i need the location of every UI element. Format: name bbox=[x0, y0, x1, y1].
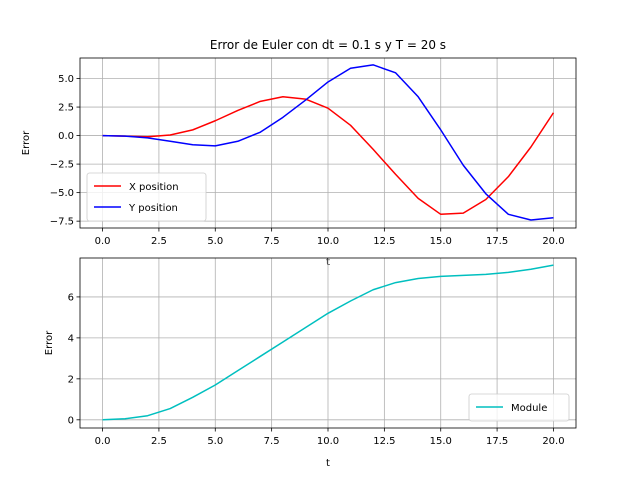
bottom-legend: Module bbox=[468, 393, 570, 422]
top-y-tick-label: 0.0 bbox=[58, 131, 74, 142]
bottom-series-line-module bbox=[102, 264, 554, 421]
bottom-x-tick-label: 15.0 bbox=[430, 436, 452, 447]
bottom-subplot: 0.0 2.5 5.0 7.5 10.0 12.5 15.0 17.5 20.0 0 2 4 6 t Err… bbox=[44, 257, 577, 469]
bottom-y-tick-label: 6 bbox=[68, 292, 74, 303]
top-x-tick-label: 2.5 bbox=[151, 236, 167, 247]
bottom-x-tick-label: 17.5 bbox=[486, 436, 508, 447]
top-y-tick-label: 5.0 bbox=[58, 74, 74, 85]
top-series-line-y-position bbox=[102, 64, 554, 221]
top-series-line-x-position bbox=[102, 96, 555, 216]
bottom-legend-entry: Module bbox=[511, 403, 547, 414]
top-y-tick-label: −5.0 bbox=[50, 188, 74, 199]
bottom-x-tick-label: 0.0 bbox=[95, 436, 111, 447]
bottom-x-tick-label: 2.5 bbox=[151, 436, 167, 447]
top-y-tick-label: 2.5 bbox=[58, 103, 74, 114]
bottom-x-tick-label: 7.5 bbox=[264, 436, 280, 447]
top-y-tick-label: −7.5 bbox=[50, 217, 74, 228]
top-x-tick-label: 7.5 bbox=[264, 236, 280, 247]
top-x-tick-label: 0.0 bbox=[95, 236, 111, 247]
top-x-tick-label: 10.0 bbox=[317, 236, 339, 247]
top-x-tick-label: 17.5 bbox=[486, 236, 508, 247]
bottom-y-tick-label: 4 bbox=[68, 333, 74, 344]
bottom-x-axis-label: t bbox=[326, 458, 330, 469]
top-legend: X position Y position bbox=[86, 172, 207, 222]
bottom-x-tick-label: 5.0 bbox=[207, 436, 223, 447]
top-x-tick-label: 20.0 bbox=[542, 236, 564, 247]
top-legend-entry: X position bbox=[129, 182, 179, 193]
top-x-tick-label: 5.0 bbox=[207, 236, 223, 247]
bottom-legend-box bbox=[468, 393, 570, 422]
top-legend-box bbox=[86, 172, 207, 222]
top-subplot: 0.0 2.5 5.0 7.5 10.0 12.5 15.0 17.5 20.0 5.0 2.5 0.… bbox=[21, 38, 577, 268]
bottom-x-tick-label: 20.0 bbox=[542, 436, 564, 447]
top-x-tick-label: 12.5 bbox=[373, 236, 395, 247]
top-y-tick-label: −2.5 bbox=[50, 160, 74, 171]
chart-title: Error de Euler con dt = 0.1 s y T = 20 s bbox=[210, 38, 446, 52]
top-x-tick-label: 15.0 bbox=[430, 236, 452, 247]
bottom-x-tick-label: 10.0 bbox=[317, 436, 339, 447]
bottom-y-tick-label: 0 bbox=[68, 415, 74, 426]
bottom-x-tick-label: 12.5 bbox=[373, 436, 395, 447]
bottom-y-axis-label: Error bbox=[44, 330, 55, 355]
top-legend-entry: Y position bbox=[128, 203, 178, 214]
bottom-y-tick-label: 2 bbox=[68, 374, 74, 385]
top-y-axis-label: Error bbox=[21, 130, 32, 155]
